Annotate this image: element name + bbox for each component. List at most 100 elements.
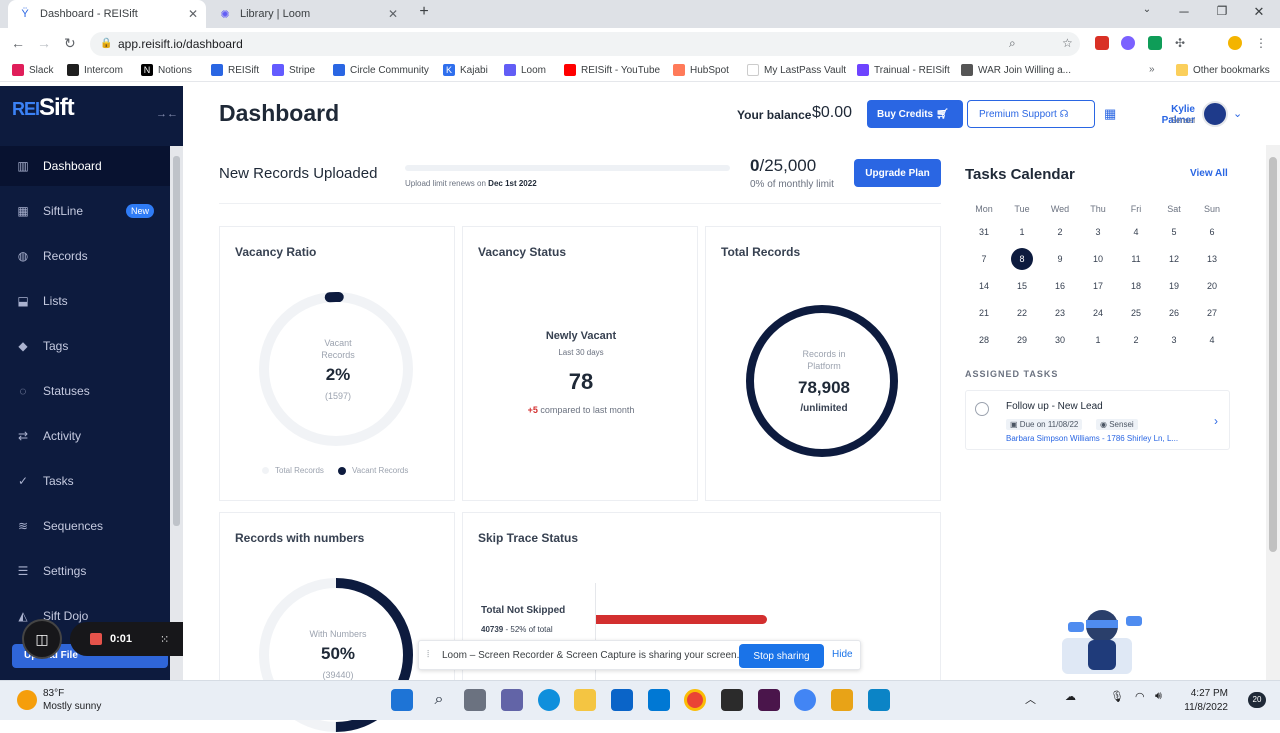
calendar-day[interactable]: 20	[1206, 281, 1217, 291]
reisift-logo[interactable]: REISift	[12, 94, 75, 121]
premium-support-button[interactable]: Premium Support ☊	[967, 100, 1095, 128]
maximize-icon[interactable]: ❐	[1216, 4, 1228, 18]
bookmark-trainual[interactable]: Trainual - REISift	[857, 64, 950, 76]
calendar-day[interactable]: 9	[1057, 254, 1063, 264]
upgrade-plan-button[interactable]: Upgrade Plan	[854, 159, 941, 187]
mail-icon[interactable]	[648, 689, 670, 711]
extension-icon[interactable]	[1095, 36, 1109, 50]
sidebar-item-dashboard[interactable]: ▥ Dashboard	[0, 146, 170, 186]
task-address-link[interactable]: Barbara Simpson Williams - 1786 Shirley …	[1006, 434, 1179, 443]
calendar-day[interactable]: 3	[1095, 227, 1101, 237]
bookmark-reisift[interactable]: REISift	[211, 64, 259, 76]
close-window-icon[interactable]: ✕	[1253, 4, 1265, 19]
bookmark-star-icon[interactable]: ☆	[1062, 36, 1073, 50]
calendar-day[interactable]: 2	[1133, 335, 1139, 345]
bookmark-youtube[interactable]: REISift - YouTube	[564, 64, 660, 76]
search-icon[interactable]: ⌕	[434, 691, 444, 708]
chrome-icon[interactable]	[684, 689, 706, 711]
file-explorer-icon[interactable]	[574, 689, 596, 711]
reload-icon[interactable]: ↻	[64, 35, 76, 51]
sidebar-item-sift-dojo[interactable]: ◭ Sift Dojo	[0, 596, 170, 636]
calendar-day[interactable]: 25	[1130, 308, 1141, 318]
clock-date[interactable]: 11/8/2022	[1184, 702, 1228, 713]
bookmark-kajabi[interactable]: K Kajabi	[443, 64, 488, 76]
close-tab-icon[interactable]: ✕	[187, 7, 198, 21]
calendar-day[interactable]: 19	[1168, 281, 1179, 291]
user-name[interactable]: Kylie Palmer	[1161, 104, 1195, 126]
buy-credits-button[interactable]: Buy Credits 🛒︎	[867, 100, 963, 128]
calendar-day[interactable]: 13	[1206, 254, 1217, 264]
app-icon[interactable]	[794, 689, 816, 711]
sidebar-item-tasks[interactable]: ✓ Tasks	[0, 461, 170, 501]
bookmark-lastpass[interactable]: My LastPass Vault	[747, 64, 846, 76]
calendar-day[interactable]: 16	[1054, 281, 1065, 291]
bookmark-circle[interactable]: Circle Community	[333, 64, 429, 76]
weather-sun-icon[interactable]	[17, 690, 37, 710]
calendar-day[interactable]: 26	[1168, 308, 1179, 318]
sidebar-item-lists[interactable]: ⬓ Lists	[0, 281, 170, 321]
calendar-day[interactable]: 6	[1209, 227, 1215, 237]
address-bar[interactable]: 🔒 app.reisift.io/dashboard	[90, 32, 1080, 56]
loom-extension-icon[interactable]	[1121, 36, 1135, 50]
calendar-day[interactable]: 1	[1019, 227, 1025, 237]
calendar-day[interactable]: 10	[1092, 254, 1103, 264]
calendar-day[interactable]: 8	[1011, 248, 1033, 270]
calendar-day[interactable]: 12	[1168, 254, 1179, 264]
calendar-day[interactable]: 4	[1209, 335, 1215, 345]
wifi-icon[interactable]: ◠	[1135, 691, 1145, 703]
store-icon[interactable]	[611, 689, 633, 711]
draw-grid-icon[interactable]: ⁙	[160, 633, 170, 646]
notification-count[interactable]: 20	[1248, 692, 1266, 708]
app-icon[interactable]	[721, 689, 743, 711]
calendar-day[interactable]: 23	[1054, 308, 1065, 318]
collapse-sidebar-icon[interactable]: →←	[156, 108, 178, 120]
sidebar-item-sequences[interactable]: ≋ Sequences	[0, 506, 170, 546]
edge-icon[interactable]	[538, 689, 560, 711]
chevron-down-icon[interactable]: ⌄	[1233, 108, 1243, 120]
sidebar-item-tags[interactable]: ◆ Tags	[0, 326, 170, 366]
menu-icon[interactable]: ⋮	[1255, 36, 1267, 50]
calendar-day[interactable]: 15	[1016, 281, 1027, 291]
extension-icon[interactable]	[1148, 36, 1162, 50]
calendar-day[interactable]: 17	[1092, 281, 1103, 291]
app-icon[interactable]	[868, 689, 890, 711]
calendar-day[interactable]: 5	[1171, 227, 1177, 237]
tab-dashboard[interactable]: Ÿ Dashboard - REISift ✕	[8, 0, 206, 28]
forward-icon[interactable]: →	[37, 35, 51, 51]
calendar-day[interactable]: 14	[978, 281, 989, 291]
minimize-icon[interactable]: ─	[1179, 4, 1189, 19]
calendar-day[interactable]: 24	[1092, 308, 1103, 318]
sidebar-item-activity[interactable]: ⇄ Activity	[0, 416, 170, 456]
volume-icon[interactable]: 🔊︎	[1155, 690, 1162, 702]
loom-camera-icon[interactable]: ◫	[22, 619, 62, 659]
calendar-day[interactable]: 27	[1206, 308, 1217, 318]
task-card[interactable]: Follow up - New Lead ▣ Due on 11/08/22 ◉…	[965, 390, 1230, 450]
not-skipped-bar[interactable]	[596, 615, 767, 624]
calendar-day[interactable]: 18	[1130, 281, 1141, 291]
start-icon[interactable]	[391, 689, 413, 711]
clock-time[interactable]: 4:27 PM	[1190, 688, 1228, 699]
profile-icon[interactable]	[1228, 36, 1242, 50]
tray-overflow-icon[interactable]: ︿	[1025, 694, 1036, 706]
tab-loom[interactable]: ✺ Library | Loom ✕	[208, 0, 406, 28]
calendar-icon[interactable]: ▦	[1104, 106, 1117, 121]
hide-button[interactable]: Hide	[832, 649, 853, 660]
sidebar-scrollbar[interactable]	[170, 146, 183, 680]
main-scrollbar[interactable]	[1266, 145, 1280, 680]
zoom-icon[interactable]: ⌕	[1009, 36, 1016, 50]
stop-recording-icon[interactable]	[90, 633, 102, 645]
bookmark-loom[interactable]: Loom	[504, 64, 546, 76]
bookmark-notions[interactable]: N Notions	[141, 64, 192, 76]
calendar-day[interactable]: 21	[978, 308, 989, 318]
new-tab-icon[interactable]: +	[419, 3, 429, 20]
cloud-icon[interactable]: ☁	[1065, 691, 1076, 703]
calendar-day[interactable]: 3	[1171, 335, 1177, 345]
bookmark-stripe[interactable]: Stripe	[272, 64, 315, 76]
sidebar-item-statuses[interactable]: ◌ Statuses	[0, 371, 170, 411]
calendar-day[interactable]: 11	[1131, 254, 1141, 264]
chevron-right-icon[interactable]: ›	[1214, 414, 1218, 428]
app-icon[interactable]	[831, 689, 853, 711]
support-mascot-icon[interactable]	[1040, 598, 1150, 680]
avatar[interactable]	[1202, 101, 1228, 127]
tab-search-icon[interactable]: ⌄	[1142, 4, 1152, 15]
